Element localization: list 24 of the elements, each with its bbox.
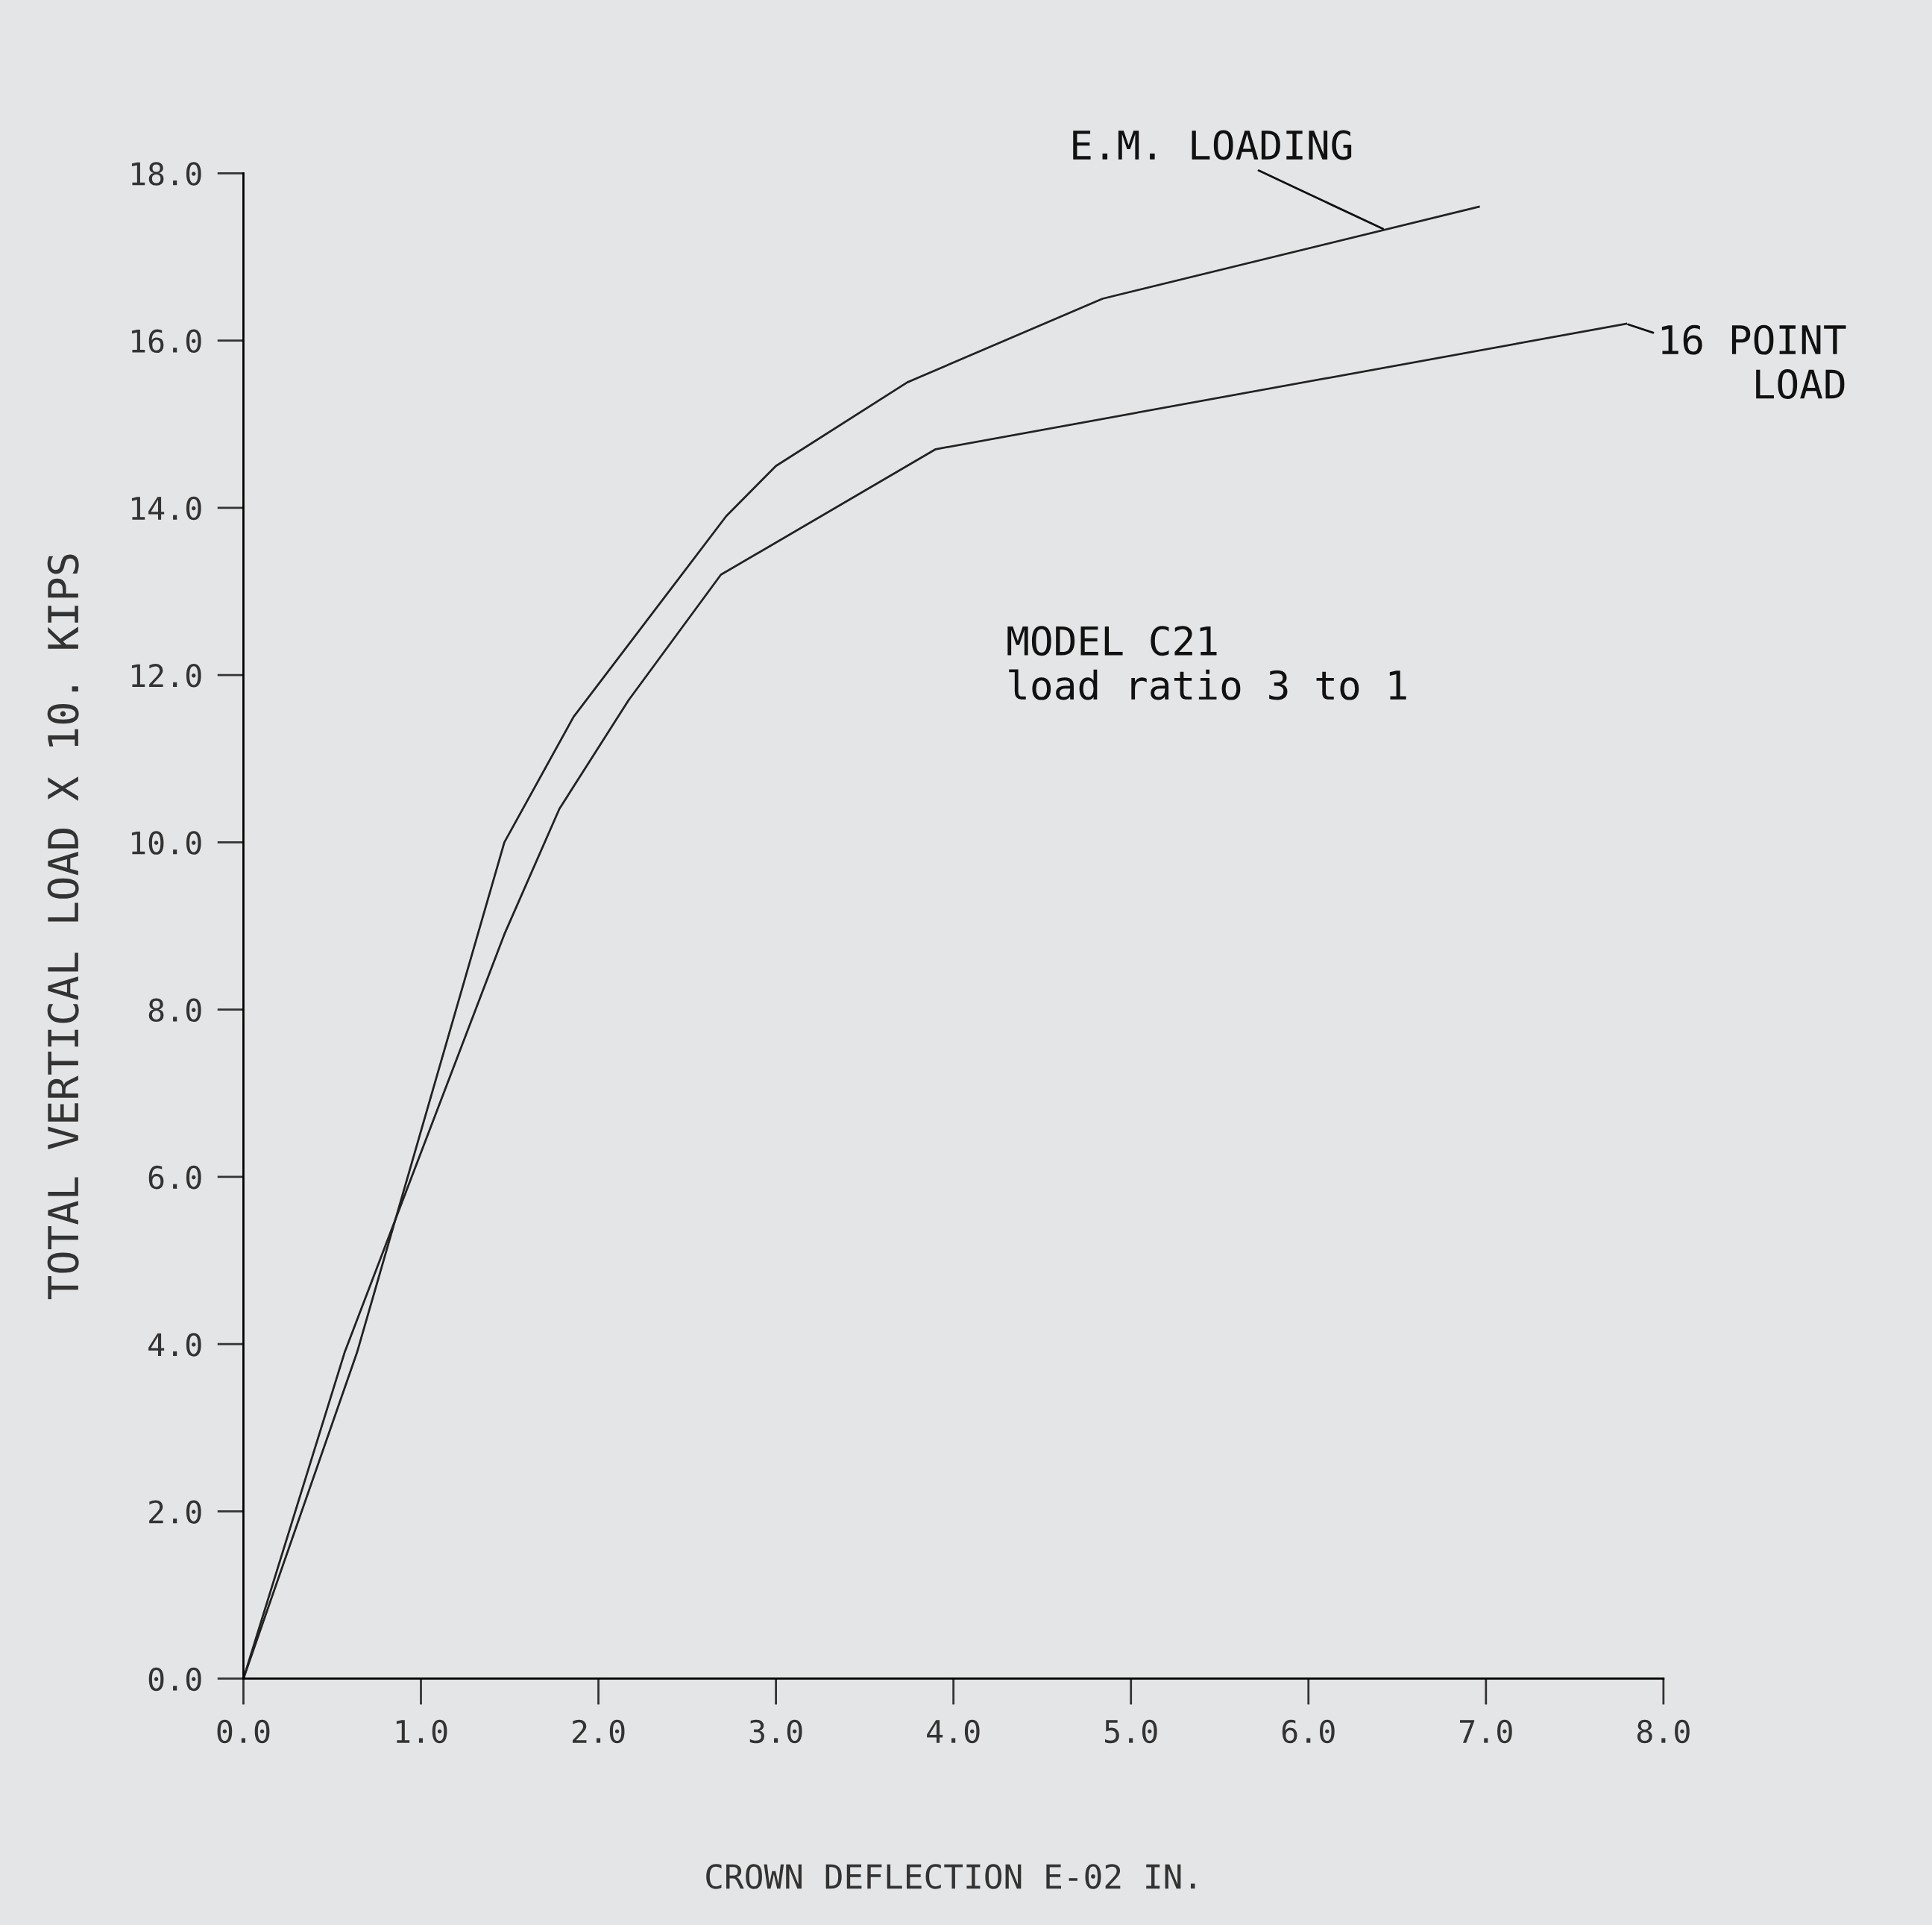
x-tick-label: 1.0 <box>396 1719 447 1744</box>
x-tick-label: 0.0 <box>217 1719 270 1744</box>
series-label: E.M. LOADING <box>1073 130 1352 160</box>
y-tick-label: 8.0 <box>148 998 201 1023</box>
x-tick-label: 2.0 <box>573 1719 625 1744</box>
y-tick-label: 10.0 <box>131 831 201 855</box>
x-axis-title: CROWN DEFLECTION E-02 IN. <box>706 1864 1195 1889</box>
y-tick-label: 2.0 <box>149 1500 201 1524</box>
y-tick-label: 0.0 <box>148 1667 201 1692</box>
x-tick-label: 5.0 <box>1104 1719 1157 1744</box>
x-tick-label: 4.0 <box>927 1719 980 1744</box>
x-tick-label: 3.0 <box>749 1719 802 1744</box>
y-tick-label: 14.0 <box>131 496 201 521</box>
y-tick-label: 18.0 <box>131 162 201 186</box>
y-tick-label: 4.0 <box>148 1333 201 1357</box>
x-tick-label: 7.0 <box>1460 1719 1512 1744</box>
y-tick-label: 16.0 <box>131 329 201 354</box>
x-tick-label: 8.0 <box>1637 1719 1690 1744</box>
y-tick-label: 12.0 <box>131 664 201 688</box>
series-label: 16 POINT LOAD <box>1661 324 1846 400</box>
y-tick-label: 6.0 <box>148 1165 201 1190</box>
y-axis-title: TOTAL VERTICAL LOAD X 10. KIPS <box>47 554 79 1299</box>
annotation: MODEL C21 load ratio 3 to 1 <box>1007 626 1406 700</box>
x-tick-label: 6.0 <box>1282 1719 1335 1744</box>
